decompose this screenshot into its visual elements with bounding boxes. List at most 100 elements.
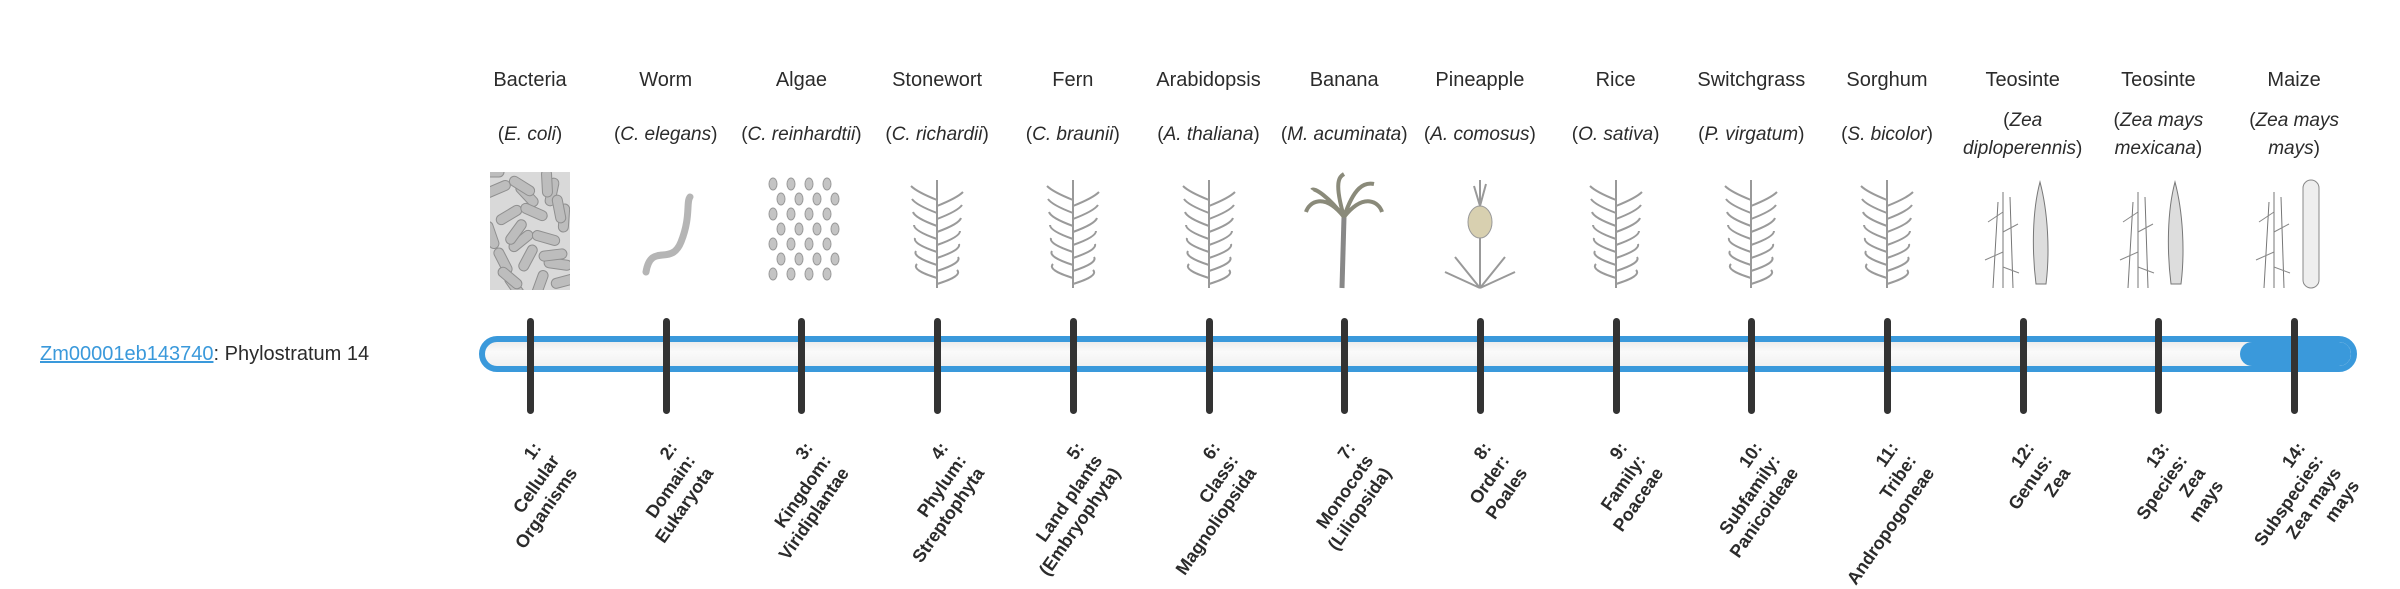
- organism-species: (C. elegans): [596, 100, 736, 170]
- organism-species: (M. acuminata): [1274, 100, 1414, 170]
- stratum-tick: [798, 318, 806, 414]
- species-name: C. elegans: [620, 124, 712, 145]
- paren-open: (: [1571, 124, 1579, 145]
- organism-column: Rice (O. sativa): [1546, 60, 1686, 292]
- organism-column: Stonewort (C. richardii): [867, 60, 1007, 292]
- organism-name: Maize: [2267, 69, 2321, 91]
- organism-column: Pineapple (A. comosus): [1410, 60, 1550, 292]
- organism-name: Worm: [639, 69, 693, 91]
- stratum-tick: [1069, 318, 1077, 414]
- organism-column: Bacteria (E. coli): [460, 60, 600, 292]
- organism-name: Bacteria: [493, 69, 567, 91]
- organism-species: (O. sativa): [1546, 100, 1686, 170]
- organism-species: (C. reinhardtii): [731, 100, 871, 170]
- paren-open: (: [1423, 124, 1431, 145]
- organism-column: Worm (C. elegans): [596, 60, 736, 292]
- paren-open: (: [885, 124, 892, 145]
- paren-close: ): [2195, 138, 2203, 159]
- stratum-label: 5: Land plants (Embryophyta): [998, 438, 1125, 580]
- paren-close: ): [555, 124, 563, 145]
- phylostratum-label: Phylostratum 14: [224, 343, 370, 365]
- species-name: O. sativa: [1578, 124, 1654, 145]
- stratum-label: 9: Family: Poaceae: [1572, 438, 1668, 536]
- organism-column: Banana (M. acuminata): [1274, 60, 1414, 292]
- organism-name: Sorghum: [1846, 69, 1928, 91]
- organism-name: Rice: [1595, 69, 1636, 91]
- paren-close: ): [1653, 124, 1660, 145]
- stratum-tick: [527, 318, 534, 414]
- paren-close: ): [1926, 124, 1933, 145]
- pineapple-illustration: [1410, 170, 1550, 292]
- gene-label: Zm00001eb143740: Phylostratum 14: [40, 340, 369, 368]
- paren-close: ): [1798, 124, 1805, 145]
- stratum-tick: [2155, 318, 2163, 414]
- stratum-label: 7: Monocots (Liliopsida): [1287, 438, 1396, 554]
- species-name: A. thaliana: [1163, 124, 1254, 145]
- stratum-label: 10: Subfamily: Panicoideae: [1689, 438, 1803, 562]
- paren-close: ): [982, 124, 989, 145]
- paren-open: (: [1280, 124, 1288, 145]
- phylostratum-bar: [479, 336, 2357, 372]
- species-name: M. acuminata: [1287, 124, 1402, 145]
- organism-name: Teosinte: [1985, 69, 2060, 91]
- stratum-label: 6: Class: Magnoliopsida: [1134, 438, 1260, 579]
- organism-column: Fern (C. braunii): [1003, 60, 1143, 292]
- paren-open: (: [1025, 124, 1033, 145]
- organism-species: (P. virgatum): [1681, 100, 1821, 170]
- stratum-tick: [1341, 318, 1349, 414]
- organism-name: Arabidopsis: [1156, 69, 1261, 91]
- organism-species: (A. comosus): [1410, 100, 1550, 170]
- organism-species: (Zea diploperennis): [1953, 100, 2093, 170]
- stratum-label: 8: Order: Poales: [1445, 438, 1532, 523]
- stratum-label: 3: Kingdom: Viridiplantae: [738, 438, 854, 564]
- gene-separator: :: [213, 343, 225, 365]
- paren-open: (: [2003, 110, 2010, 131]
- stratum-label: 14: Subspecies: Zea mays mays: [2231, 438, 2364, 575]
- species-name: Zea mays mexicana: [2114, 110, 2204, 159]
- organism-name: Fern: [1052, 69, 1094, 91]
- species-name: C. richardii: [891, 124, 983, 145]
- organism-species: (Zea mays mexicana): [2088, 100, 2228, 170]
- species-name: C. braunii: [1032, 124, 1114, 145]
- sorghum-illustration: [1817, 170, 1957, 292]
- organism-species: (C. richardii): [867, 100, 1007, 170]
- organism-column: Teosinte (Zea mays mexicana): [2088, 60, 2228, 292]
- species-name: P. virgatum: [1704, 124, 1799, 145]
- gene-id-link[interactable]: Zm00001eb143740: [40, 343, 214, 365]
- paren-open: (: [1698, 124, 1705, 145]
- organism-name: Switchgrass: [1697, 69, 1806, 91]
- organism-name: Stonewort: [892, 69, 983, 91]
- organism-column: Arabidopsis (A. thaliana): [1139, 60, 1279, 292]
- species-name: Zea mays mays: [2255, 110, 2339, 159]
- fern-illustration: [1003, 170, 1143, 292]
- organism-column: Sorghum (S. bicolor): [1817, 60, 1957, 292]
- stratum-tick: [662, 318, 670, 414]
- organism-column: Teosinte (Zea diploperennis): [1953, 60, 2093, 292]
- organism-column: Switchgrass (P. virgatum): [1681, 60, 1821, 292]
- stratum-label: 4: Phylum: Streptophyta: [871, 438, 989, 567]
- species-name: E. coli: [504, 124, 556, 145]
- teosinte-illustration: [2088, 170, 2228, 292]
- paren-close: ): [2313, 138, 2320, 159]
- stratum-tick: [1748, 318, 1756, 414]
- worm-illustration: [596, 170, 736, 292]
- paren-close: ): [1113, 124, 1120, 145]
- paren-open: (: [497, 124, 505, 145]
- banana-illustration: [1274, 170, 1414, 292]
- paren-close: ): [2076, 138, 2083, 159]
- paren-open: (: [613, 124, 621, 145]
- organism-species: (Zea mays mays): [2224, 100, 2364, 170]
- algae-illustration: [731, 170, 871, 292]
- organism-name: Banana: [1309, 69, 1379, 91]
- stonewort-illustration: [867, 170, 1007, 292]
- organism-name: Algae: [775, 69, 827, 91]
- paren-open: (: [1157, 124, 1164, 145]
- arabidopsis-illustration: [1139, 170, 1279, 292]
- organism-column: Algae (C. reinhardtii): [731, 60, 871, 292]
- stratum-tick: [2019, 318, 2027, 414]
- organism-species: (C. braunii): [1003, 100, 1143, 170]
- stratum-tick: [1612, 318, 1620, 414]
- paren-open: (: [2113, 110, 2120, 131]
- stratum-label: 1: Cellular Organisms: [474, 438, 582, 553]
- rice-illustration: [1546, 170, 1686, 292]
